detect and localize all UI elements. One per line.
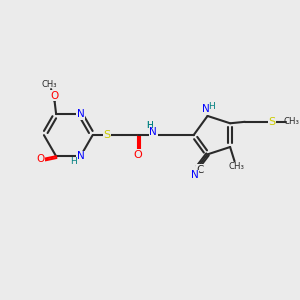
Text: S: S (103, 130, 110, 140)
Text: N: N (191, 170, 199, 180)
Text: CH₃: CH₃ (42, 80, 57, 89)
Text: O: O (134, 150, 142, 160)
Text: N: N (202, 104, 210, 114)
Text: H: H (70, 157, 76, 166)
Text: H: H (146, 121, 153, 130)
Text: N: N (149, 127, 157, 136)
Text: H: H (146, 121, 153, 130)
Text: S: S (269, 117, 276, 127)
Text: CH₃: CH₃ (228, 162, 244, 171)
Text: N: N (76, 151, 84, 161)
Text: N: N (76, 109, 84, 119)
Text: O: O (37, 154, 45, 164)
Text: C: C (197, 165, 204, 175)
Text: N: N (149, 127, 157, 136)
Text: O: O (50, 91, 59, 101)
Text: CH₃: CH₃ (284, 117, 300, 126)
Text: H: H (208, 102, 215, 111)
